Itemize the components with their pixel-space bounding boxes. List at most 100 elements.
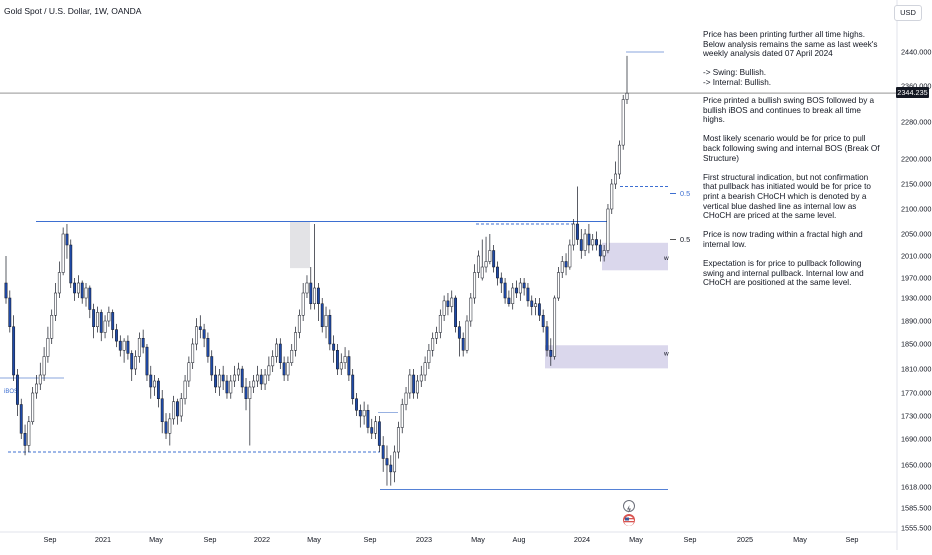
candle[interactable] bbox=[358, 410, 362, 417]
candle[interactable] bbox=[370, 427, 374, 434]
candle[interactable] bbox=[400, 404, 404, 428]
demand-zone-upper[interactable] bbox=[602, 242, 668, 271]
candle[interactable] bbox=[221, 374, 225, 382]
candle[interactable] bbox=[351, 374, 355, 399]
candle[interactable] bbox=[214, 374, 217, 388]
candle[interactable] bbox=[301, 292, 305, 316]
candle[interactable] bbox=[610, 183, 614, 210]
candle[interactable] bbox=[176, 401, 179, 417]
candle[interactable] bbox=[412, 374, 416, 394]
candle[interactable] bbox=[526, 287, 530, 302]
candle[interactable] bbox=[19, 404, 23, 434]
candle[interactable] bbox=[587, 233, 591, 246]
candle[interactable] bbox=[256, 374, 259, 382]
candle[interactable] bbox=[442, 300, 446, 316]
candle[interactable] bbox=[602, 250, 606, 257]
candle[interactable] bbox=[320, 303, 324, 327]
candle[interactable] bbox=[435, 332, 438, 339]
candle[interactable] bbox=[183, 380, 187, 399]
candle[interactable] bbox=[583, 233, 587, 251]
candle[interactable] bbox=[141, 338, 145, 348]
candle[interactable] bbox=[278, 343, 282, 363]
candle[interactable] bbox=[54, 292, 57, 316]
candle[interactable] bbox=[431, 338, 435, 351]
candle[interactable] bbox=[27, 421, 31, 446]
candle[interactable] bbox=[484, 261, 488, 268]
candle[interactable] bbox=[568, 244, 572, 268]
candle[interactable] bbox=[134, 356, 137, 370]
candle[interactable] bbox=[522, 282, 526, 289]
candle[interactable] bbox=[396, 427, 400, 453]
candle[interactable] bbox=[469, 297, 473, 322]
us-flag-icon[interactable] bbox=[623, 514, 635, 526]
candle[interactable] bbox=[164, 421, 168, 434]
candle[interactable] bbox=[210, 356, 214, 376]
candle[interactable] bbox=[385, 458, 389, 466]
candle[interactable] bbox=[275, 343, 278, 357]
candle[interactable] bbox=[263, 374, 267, 385]
candle[interactable] bbox=[576, 223, 579, 240]
candle[interactable] bbox=[229, 380, 233, 394]
candle[interactable] bbox=[206, 338, 210, 357]
candle[interactable] bbox=[488, 250, 492, 262]
candle[interactable] bbox=[153, 380, 157, 388]
candle[interactable] bbox=[103, 320, 107, 333]
candle[interactable] bbox=[61, 233, 65, 273]
candle[interactable] bbox=[579, 239, 583, 251]
candle[interactable] bbox=[450, 297, 454, 307]
demand-zone-lower[interactable] bbox=[545, 345, 668, 369]
candle[interactable] bbox=[172, 401, 176, 420]
candle[interactable] bbox=[217, 374, 221, 388]
lightning-icon[interactable] bbox=[623, 500, 635, 513]
candle[interactable] bbox=[65, 233, 69, 246]
candle[interactable] bbox=[614, 173, 618, 185]
candle[interactable] bbox=[374, 421, 377, 434]
candle[interactable] bbox=[496, 266, 499, 279]
candle[interactable] bbox=[419, 374, 423, 382]
candle[interactable] bbox=[389, 464, 393, 473]
candle[interactable] bbox=[15, 374, 19, 405]
candle[interactable] bbox=[294, 332, 297, 351]
candle[interactable] bbox=[195, 326, 198, 345]
candle[interactable] bbox=[115, 329, 118, 342]
candle[interactable] bbox=[503, 282, 507, 299]
candle[interactable] bbox=[362, 410, 366, 417]
candle[interactable] bbox=[591, 239, 595, 246]
candle[interactable] bbox=[499, 277, 503, 284]
candle[interactable] bbox=[393, 451, 397, 473]
candle[interactable] bbox=[50, 315, 54, 339]
candle[interactable] bbox=[4, 282, 8, 299]
candle[interactable] bbox=[309, 282, 313, 304]
candle[interactable] bbox=[515, 287, 518, 294]
candle[interactable] bbox=[240, 368, 244, 388]
candle[interactable] bbox=[492, 250, 496, 268]
candle[interactable] bbox=[564, 261, 568, 268]
candle[interactable] bbox=[57, 272, 61, 294]
candle[interactable] bbox=[191, 343, 195, 363]
candle[interactable] bbox=[96, 312, 99, 327]
candle[interactable] bbox=[126, 340, 130, 354]
candle[interactable] bbox=[12, 326, 16, 376]
candle[interactable] bbox=[31, 392, 35, 422]
candle[interactable] bbox=[156, 380, 160, 399]
candle[interactable] bbox=[225, 380, 229, 394]
candle[interactable] bbox=[549, 350, 553, 357]
candle[interactable] bbox=[145, 346, 149, 376]
candle[interactable] bbox=[297, 315, 301, 333]
candle[interactable] bbox=[621, 99, 625, 146]
candle[interactable] bbox=[252, 380, 256, 388]
candle[interactable] bbox=[518, 282, 522, 294]
candle[interactable] bbox=[198, 326, 202, 330]
candle[interactable] bbox=[290, 350, 294, 363]
candle[interactable] bbox=[560, 261, 564, 273]
candle[interactable] bbox=[130, 353, 134, 370]
candle[interactable] bbox=[305, 282, 309, 294]
candle[interactable] bbox=[366, 410, 370, 428]
candle[interactable] bbox=[617, 144, 621, 175]
candle[interactable] bbox=[35, 383, 38, 394]
candle[interactable] bbox=[73, 282, 77, 294]
candle[interactable] bbox=[233, 374, 237, 382]
candle[interactable] bbox=[111, 312, 115, 330]
candle[interactable] bbox=[69, 244, 73, 284]
